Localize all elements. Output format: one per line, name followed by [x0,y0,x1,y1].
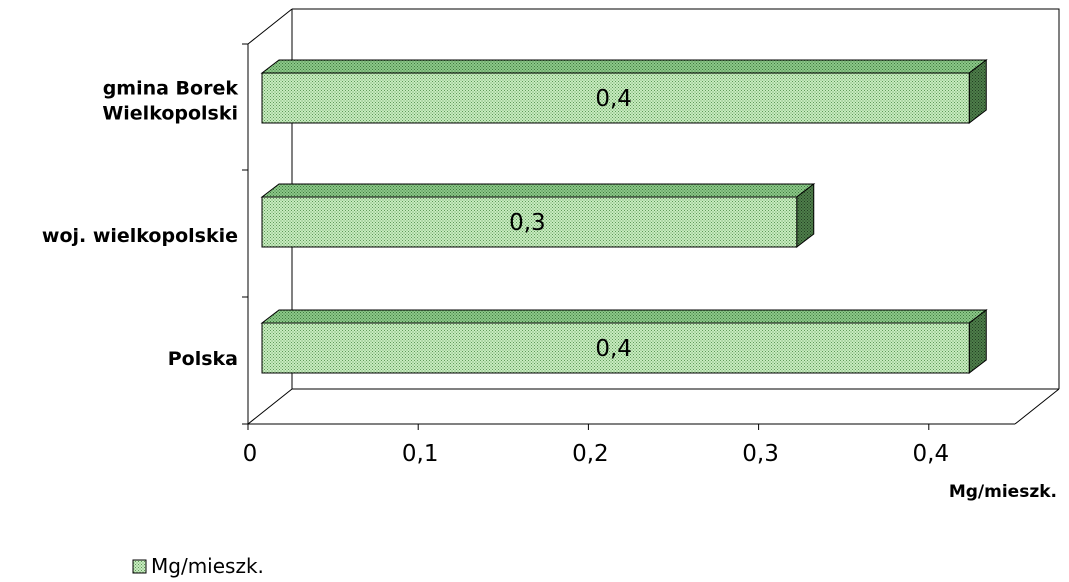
bar-top-1 [260,183,816,198]
data-labels: 0,4 0,3 0,4 [509,86,632,362]
category-label-1: woj. wielkopolskie [42,225,238,247]
legend-swatch [132,559,147,574]
data-label-0: 0,4 [595,86,632,112]
legend-label: Mg/mieszk. [151,554,264,578]
data-label-2: 0,4 [595,336,632,362]
category-label-2: Polska [168,348,238,370]
floor-left-edge [247,388,293,425]
category-labels: gmina Borek Wielkopolski woj. wielkopolski… [42,78,238,371]
value-tick-labels: 0 0,1 0,2 0,3 0,4 [243,441,949,467]
legend: Mg/mieszk. [132,554,264,578]
category-axis-ticks [242,43,248,425]
side-wall-top-edge [247,8,293,45]
value-tick-label-1: 0,1 [402,441,439,467]
value-axis-ticks [247,424,930,430]
value-tick-label-0: 0 [243,441,258,467]
value-tick-label-4: 0,4 [913,441,950,467]
bar-face-2 [261,322,970,374]
bar-1 [260,182,816,249]
bar-top-2 [260,309,988,324]
bar-face-1 [261,196,798,248]
floor-right-edge [1014,388,1060,425]
value-axis-title: Mg/mieszk. [949,482,1057,502]
value-tick-label-2: 0,2 [572,441,609,467]
bar-face-0 [261,72,970,124]
value-tick-label-3: 0,3 [742,441,779,467]
bar-top-0 [260,59,988,74]
bar-0 [260,58,988,125]
back-wall-edge [292,8,1060,389]
data-label-1: 0,3 [509,210,546,236]
category-label-0: gmina Borek Wielkopolski [102,78,238,125]
bars [260,58,988,375]
bar-2 [260,308,988,375]
